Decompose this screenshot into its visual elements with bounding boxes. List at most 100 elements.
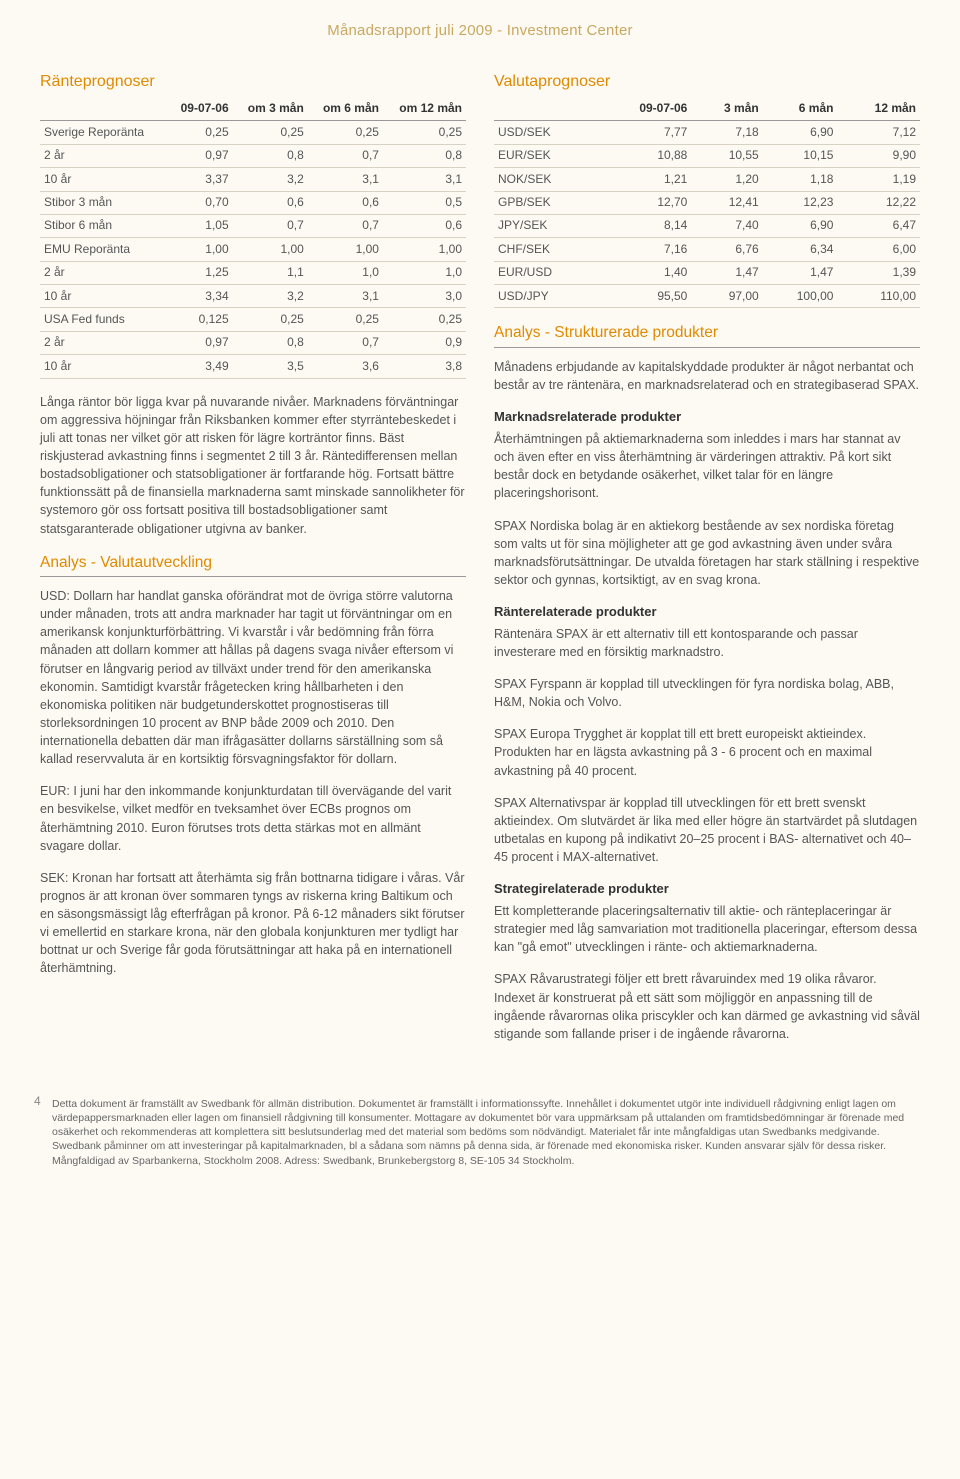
table-row: 2 år0,970,80,70,9: [40, 331, 466, 354]
table-row: USD/JPY95,5097,00100,00110,00: [494, 285, 920, 308]
table-row: Stibor 6 mån1,050,70,70,6: [40, 214, 466, 237]
table-row: USA Fed funds0,1250,250,250,25: [40, 308, 466, 331]
table-cell: 100,00: [763, 285, 838, 308]
rate-related-heading: Ränterelaterade produkter: [494, 603, 920, 622]
table-cell: 6,34: [763, 238, 838, 261]
table-cell: 6,00: [837, 238, 920, 261]
table-row: EMU Reporänta1,001,001,001,00: [40, 238, 466, 261]
table-cell: 110,00: [837, 285, 920, 308]
fx-forecast-table: 09-07-063 mån6 mån12 mån USD/SEK7,777,18…: [494, 97, 920, 309]
rate-related-p3: SPAX Europa Trygghet är kopplat till ett…: [494, 725, 920, 779]
fx-usd-paragraph: USD: Dollarn har handlat ganska oförändr…: [40, 587, 466, 768]
table-cell: 12,70: [598, 191, 692, 214]
table-cell: 3,2: [233, 168, 308, 191]
table-cell: 1,39: [837, 261, 920, 284]
table-cell: 2 år: [40, 261, 167, 284]
right-column: Valutaprognoser 09-07-063 mån6 mån12 mån…: [494, 70, 920, 1057]
table-cell: 1,00: [308, 238, 383, 261]
table-row: 10 år3,373,23,13,1: [40, 168, 466, 191]
table-header-cell: 3 mån: [691, 97, 762, 121]
table-cell: 12,22: [837, 191, 920, 214]
table-header-cell: 09-07-06: [598, 97, 692, 121]
table-cell: 0,25: [233, 121, 308, 144]
table-cell: 1,00: [233, 238, 308, 261]
table-cell: 3,49: [167, 355, 233, 378]
table-cell: 1,0: [383, 261, 466, 284]
structured-intro: Månadens erbjudande av kapitalskyddade p…: [494, 358, 920, 394]
fx-forecast-title: Valutaprognoser: [494, 70, 920, 93]
table-cell: 0,70: [167, 191, 233, 214]
table-row: CHF/SEK7,166,766,346,00: [494, 238, 920, 261]
table-row: EUR/USD1,401,471,471,39: [494, 261, 920, 284]
table-cell: 3,8: [383, 355, 466, 378]
strategy-related-p1: Ett kompletterande placeringsalternativ …: [494, 902, 920, 956]
table-header-cell: om 12 mån: [383, 97, 466, 121]
table-cell: 3,2: [233, 285, 308, 308]
table-cell: 10 år: [40, 168, 167, 191]
table-cell: EMU Reporänta: [40, 238, 167, 261]
table-row: 10 år3,493,53,63,8: [40, 355, 466, 378]
table-cell: 0,7: [308, 144, 383, 167]
table-row: GPB/SEK12,7012,4112,2312,22: [494, 191, 920, 214]
table-cell: 12,41: [691, 191, 762, 214]
table-row: 2 år0,970,80,70,8: [40, 144, 466, 167]
page-number: 4: [34, 1093, 41, 1109]
table-cell: 1,0: [308, 261, 383, 284]
table-cell: GPB/SEK: [494, 191, 598, 214]
fx-eur-paragraph: EUR: I juni har den inkommande konjunktu…: [40, 782, 466, 855]
table-cell: JPY/SEK: [494, 214, 598, 237]
table-cell: Sverige Reporänta: [40, 121, 167, 144]
disclaimer-text: Detta dokument är framställt av Swedbank…: [52, 1098, 904, 1167]
disclaimer-footer: 4 Detta dokument är framställt av Swedba…: [40, 1097, 920, 1168]
table-cell: 0,25: [308, 308, 383, 331]
table-cell: 6,90: [763, 214, 838, 237]
table-cell: 10 år: [40, 355, 167, 378]
table-row: 10 år3,343,23,13,0: [40, 285, 466, 308]
table-cell: 12,23: [763, 191, 838, 214]
table-cell: 0,9: [383, 331, 466, 354]
table-cell: EUR/USD: [494, 261, 598, 284]
table-cell: 3,6: [308, 355, 383, 378]
table-cell: 0,6: [233, 191, 308, 214]
table-cell: 0,25: [308, 121, 383, 144]
table-cell: 6,47: [837, 214, 920, 237]
rate-related-p1: Räntenära SPAX är ett alternativ till et…: [494, 625, 920, 661]
table-header-cell: om 6 mån: [308, 97, 383, 121]
table-row: JPY/SEK8,147,406,906,47: [494, 214, 920, 237]
structured-products-title: Analys - Strukturerade produkter: [494, 322, 920, 347]
table-cell: 95,50: [598, 285, 692, 308]
table-header-cell: [494, 97, 598, 121]
table-cell: 1,00: [167, 238, 233, 261]
table-cell: USA Fed funds: [40, 308, 167, 331]
table-cell: 3,37: [167, 168, 233, 191]
table-cell: 7,16: [598, 238, 692, 261]
page-header: Månadsrapport juli 2009 - Investment Cen…: [40, 20, 920, 42]
table-cell: 3,1: [308, 168, 383, 191]
table-cell: 1,47: [763, 261, 838, 284]
table-row: NOK/SEK1,211,201,181,19: [494, 168, 920, 191]
table-cell: USD/SEK: [494, 121, 598, 144]
table-cell: 10 år: [40, 285, 167, 308]
rate-related-p2: SPAX Fyrspann är kopplad till utveckling…: [494, 675, 920, 711]
table-cell: 0,8: [383, 144, 466, 167]
table-cell: 97,00: [691, 285, 762, 308]
table-cell: 6,76: [691, 238, 762, 261]
strategy-related-heading: Strategirelaterade produkter: [494, 880, 920, 899]
table-cell: 10,15: [763, 144, 838, 167]
fx-sek-paragraph: SEK: Kronan har fortsatt att återhämta s…: [40, 869, 466, 978]
table-cell: 0,25: [383, 308, 466, 331]
table-cell: 0,6: [383, 214, 466, 237]
two-column-layout: Ränteprognoser 09-07-06om 3 månom 6 måno…: [40, 70, 920, 1057]
table-cell: 1,20: [691, 168, 762, 191]
table-cell: 3,0: [383, 285, 466, 308]
table-cell: 1,47: [691, 261, 762, 284]
table-cell: 3,34: [167, 285, 233, 308]
table-cell: 8,14: [598, 214, 692, 237]
table-cell: 3,1: [308, 285, 383, 308]
table-cell: 1,40: [598, 261, 692, 284]
table-cell: 0,97: [167, 144, 233, 167]
table-cell: 0,8: [233, 144, 308, 167]
table-cell: 9,90: [837, 144, 920, 167]
table-cell: Stibor 3 mån: [40, 191, 167, 214]
left-column: Ränteprognoser 09-07-06om 3 månom 6 måno…: [40, 70, 466, 1057]
